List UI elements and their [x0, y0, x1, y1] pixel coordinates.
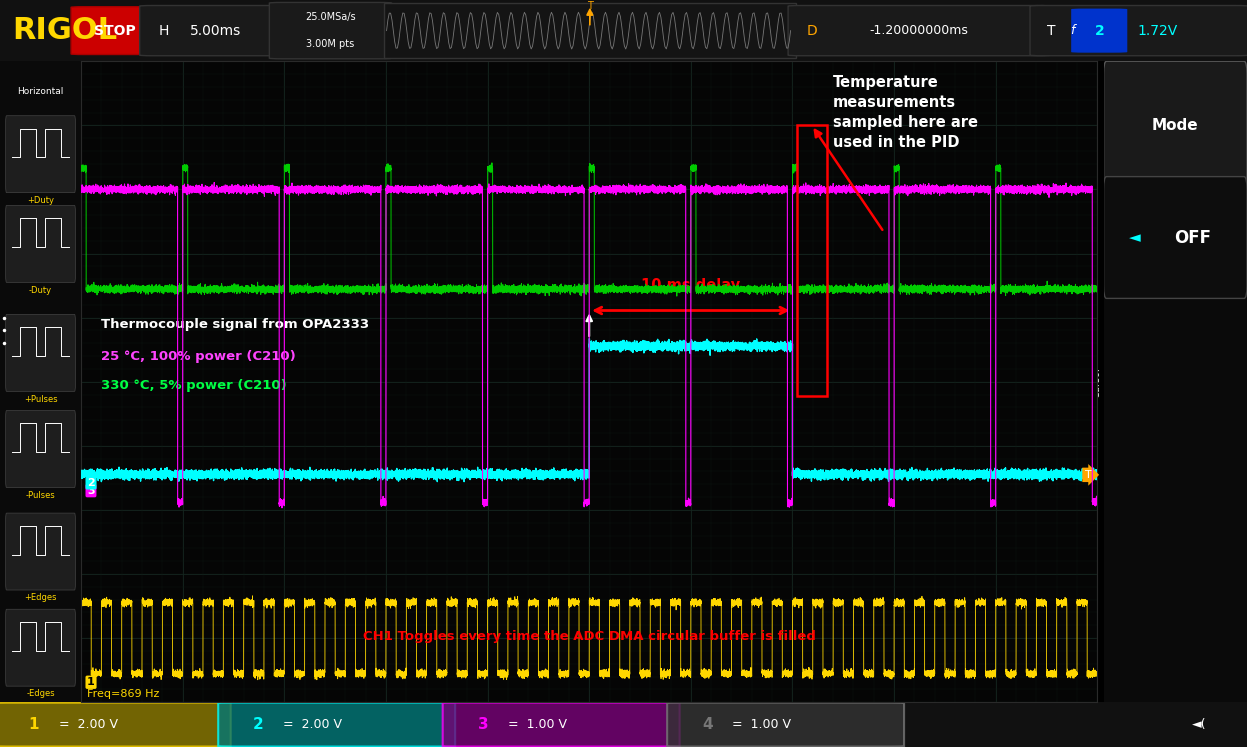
- Bar: [797, 125, 827, 396]
- Text: -Duty: -Duty: [29, 285, 52, 294]
- Text: 3.00M pts: 3.00M pts: [307, 39, 354, 49]
- FancyBboxPatch shape: [140, 5, 289, 56]
- Text: +Duty: +Duty: [27, 196, 54, 205]
- Text: 1: 1: [29, 717, 39, 732]
- FancyBboxPatch shape: [384, 3, 796, 58]
- Text: 1: 1: [87, 678, 95, 687]
- Text: =  1.00 V: = 1.00 V: [732, 718, 791, 731]
- Text: -Edges: -Edges: [26, 689, 55, 698]
- FancyBboxPatch shape: [269, 2, 392, 59]
- Text: +Edges: +Edges: [24, 593, 57, 602]
- FancyBboxPatch shape: [443, 703, 680, 746]
- Text: 5.00ms: 5.00ms: [190, 24, 241, 37]
- Text: Horizontal: Horizontal: [17, 87, 64, 96]
- FancyBboxPatch shape: [1071, 8, 1127, 53]
- FancyBboxPatch shape: [1104, 176, 1247, 298]
- FancyBboxPatch shape: [6, 610, 75, 686]
- Text: 2: 2: [87, 478, 95, 488]
- FancyBboxPatch shape: [6, 205, 75, 282]
- Text: =  2.00 V: = 2.00 V: [283, 718, 342, 731]
- Text: Freq=869 Hz: Freq=869 Hz: [87, 689, 160, 698]
- Text: =  1.00 V: = 1.00 V: [508, 718, 566, 731]
- FancyBboxPatch shape: [1104, 61, 1247, 190]
- FancyBboxPatch shape: [0, 703, 231, 746]
- Text: -1.20000000ms: -1.20000000ms: [869, 24, 969, 37]
- FancyBboxPatch shape: [218, 703, 455, 746]
- Text: 3: 3: [87, 486, 95, 496]
- Text: +Pulses: +Pulses: [24, 394, 57, 403]
- Text: Thermocouple signal from OPA2333: Thermocouple signal from OPA2333: [101, 318, 369, 331]
- Text: STOP: STOP: [94, 24, 136, 37]
- Text: 25 °C, 100% power (C210): 25 °C, 100% power (C210): [101, 350, 296, 363]
- FancyBboxPatch shape: [6, 513, 75, 590]
- Text: 10 ms delay: 10 ms delay: [641, 278, 741, 293]
- Text: D: D: [807, 24, 818, 37]
- Text: 1.72V: 1.72V: [1137, 24, 1177, 37]
- FancyBboxPatch shape: [667, 703, 904, 746]
- FancyBboxPatch shape: [788, 5, 1050, 56]
- FancyBboxPatch shape: [6, 314, 75, 391]
- Text: RIGOL: RIGOL: [12, 16, 117, 45]
- Text: ◄: ◄: [1130, 230, 1141, 245]
- Text: T: T: [587, 1, 592, 11]
- Text: 330 °C, 5% power (C210): 330 °C, 5% power (C210): [101, 379, 287, 391]
- Text: 4: 4: [702, 717, 713, 732]
- Text: f: f: [1070, 24, 1075, 37]
- Text: ◄(: ◄(: [1192, 718, 1207, 731]
- FancyBboxPatch shape: [6, 411, 75, 488]
- Text: 2: 2: [253, 717, 264, 732]
- Text: T: T: [1047, 24, 1056, 37]
- FancyBboxPatch shape: [71, 7, 158, 55]
- Text: 2: 2: [1095, 24, 1105, 37]
- Text: T: T: [1085, 470, 1091, 480]
- Text: OFF: OFF: [1173, 229, 1211, 247]
- Text: H: H: [158, 24, 168, 37]
- Text: Cursor: Cursor: [1091, 366, 1101, 397]
- Text: Mode: Mode: [1152, 118, 1198, 133]
- Text: =  2.00 V: = 2.00 V: [59, 718, 117, 731]
- Text: 3: 3: [478, 717, 489, 732]
- Text: 25.0MSa/s: 25.0MSa/s: [306, 12, 355, 22]
- Text: Temperature
measurements
sampled here are
used in the PID: Temperature measurements sampled here ar…: [833, 75, 978, 150]
- FancyBboxPatch shape: [1030, 5, 1247, 56]
- Text: CH1 Toggles every time the ADC DMA circular buffer is filled: CH1 Toggles every time the ADC DMA circu…: [363, 630, 816, 643]
- FancyBboxPatch shape: [6, 116, 75, 193]
- Text: -Pulses: -Pulses: [26, 491, 55, 500]
